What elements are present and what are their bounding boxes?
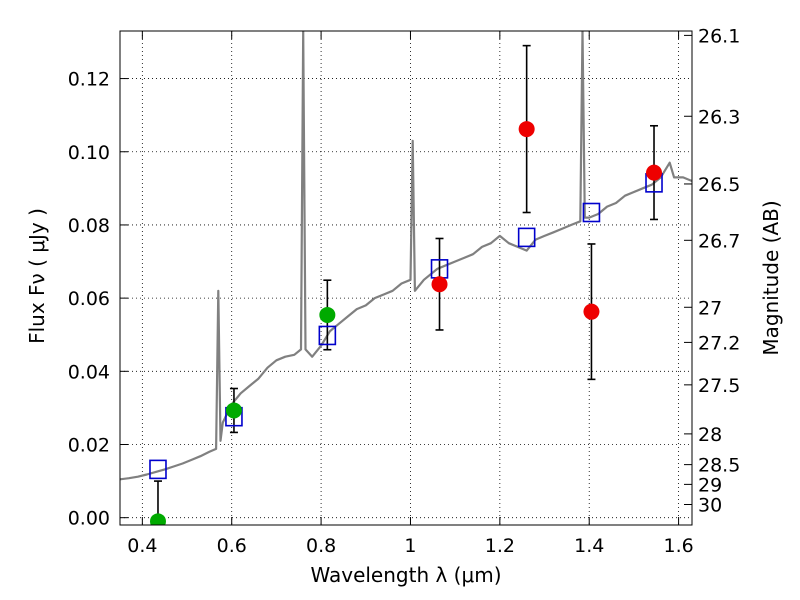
observed-point [646, 164, 663, 181]
x-tick-label: 0.4 [127, 535, 157, 557]
observed-point [319, 306, 336, 323]
mag-tick-label: 29 [698, 474, 722, 496]
observed-point [149, 513, 166, 525]
observed-point [431, 276, 448, 293]
mag-tick-label: 27.5 [698, 375, 740, 397]
y-axis-label: Flux Fν ( μJy ) [25, 208, 49, 344]
y-tick-label: 0.08 [68, 215, 110, 237]
model-photometry-point [517, 227, 536, 248]
x-tick-label: 1.4 [574, 535, 604, 557]
right-axis-label: Magnitude (AB) [759, 200, 783, 355]
x-tick-label: 0.8 [306, 535, 336, 557]
x-tick-label: 1.2 [485, 535, 515, 557]
mag-tick-label: 26.3 [698, 106, 740, 128]
model-photometry-point [582, 202, 601, 223]
x-axis-label: Wavelength λ (μm) [310, 563, 501, 587]
mag-tick-label: 30 [698, 495, 722, 517]
y-tick-label: 0.02 [68, 434, 110, 456]
y-tick-label: 0.12 [68, 69, 110, 91]
spectrum-series [120, 31, 692, 481]
y-tick-label: 0.04 [68, 361, 110, 383]
tick-labels: 0.4 0.6 0.8 1 1.2 1.4 1.6 0.00 0.02 0.04 0.06 0.08 0… [68, 25, 741, 557]
model-photometry-point [318, 325, 337, 346]
plot-frame [119, 30, 693, 526]
observed-point [583, 303, 600, 320]
model-photometry-point [149, 459, 167, 480]
mag-tick-label: 28.5 [698, 455, 740, 477]
observed-point [518, 121, 535, 138]
x-tick-label: 0.6 [217, 535, 247, 557]
y-tick-label: 0.00 [68, 508, 110, 530]
mag-tick-label: 26.7 [698, 230, 740, 252]
mag-tick-label: 27 [698, 297, 722, 319]
data-markers [149, 121, 663, 525]
spectrum-line [120, 31, 692, 481]
axis-ticks [120, 31, 692, 525]
y-tick-label: 0.06 [68, 288, 110, 310]
mag-tick-label: 28 [698, 424, 722, 446]
y-tick-label: 0.10 [68, 142, 110, 164]
x-tick-label: 1.6 [663, 535, 693, 557]
observed-point [225, 402, 242, 419]
mag-tick-label: 26.5 [698, 174, 740, 196]
mag-tick-label: 26.1 [698, 25, 740, 47]
grid-lines [120, 31, 692, 525]
x-tick-label: 1 [404, 535, 416, 557]
mag-tick-label: 27.2 [698, 332, 740, 354]
